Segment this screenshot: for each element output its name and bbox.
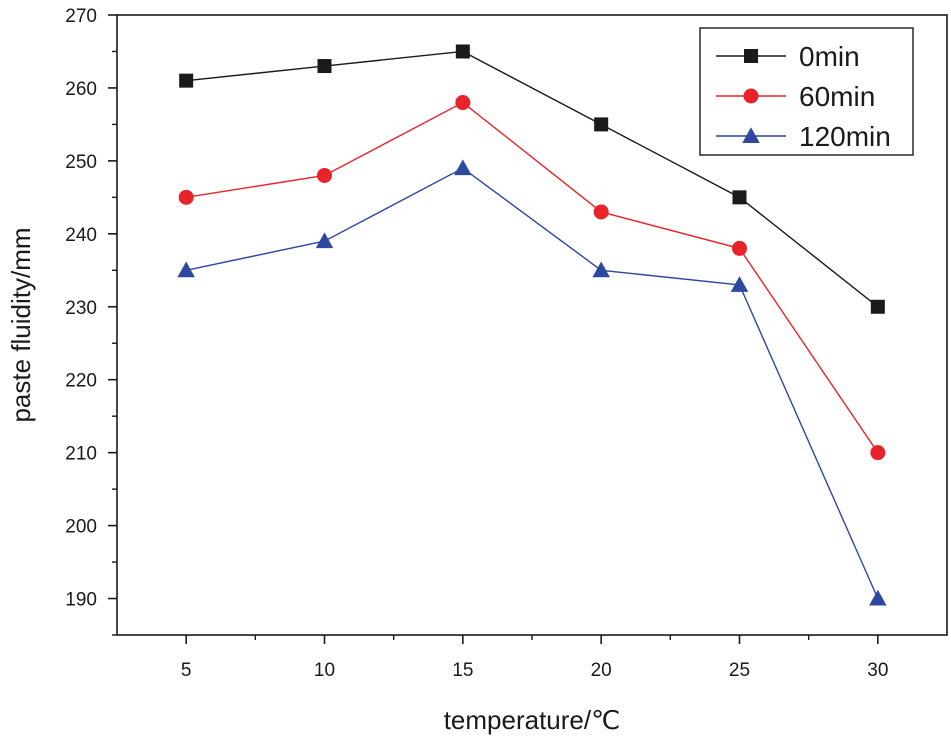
x-tick-label: 10 bbox=[314, 660, 335, 681]
legend-marker bbox=[744, 49, 758, 63]
data-point bbox=[455, 44, 470, 59]
series-line bbox=[186, 167, 879, 599]
legend-marker bbox=[742, 127, 760, 143]
data-point bbox=[594, 117, 609, 132]
x-tick-label: 20 bbox=[591, 660, 612, 681]
series-line bbox=[186, 101, 879, 454]
data-point bbox=[869, 589, 887, 606]
data-point bbox=[870, 445, 886, 461]
data-point bbox=[317, 167, 332, 183]
x-tick-label: 25 bbox=[729, 660, 750, 681]
legend: 0min 60min 120min bbox=[699, 27, 914, 156]
y-tick-label: 210 bbox=[65, 444, 97, 465]
legend-box bbox=[699, 27, 914, 156]
legend-label: 60min bbox=[799, 81, 875, 112]
legend-marker bbox=[743, 88, 759, 104]
x-tick-label: 5 bbox=[181, 660, 192, 681]
data-point bbox=[455, 95, 471, 111]
data-point bbox=[732, 240, 747, 256]
y-tick-label: 250 bbox=[65, 152, 97, 173]
y-tick-label: 220 bbox=[65, 371, 97, 392]
y-axis-title: paste fluidity/mm bbox=[6, 227, 36, 422]
series-0min bbox=[179, 44, 885, 314]
data-point bbox=[592, 261, 610, 278]
y-tick-label: 200 bbox=[65, 517, 97, 538]
x-tick-label: 15 bbox=[452, 660, 473, 681]
y-tick-label: 190 bbox=[65, 590, 97, 611]
data-point bbox=[454, 159, 472, 176]
series-layer bbox=[177, 44, 887, 606]
data-point bbox=[179, 73, 194, 88]
x-tick-label: 30 bbox=[867, 660, 888, 681]
data-point bbox=[730, 276, 749, 292]
y-axis-ticks: 190 200 210 220 230 240 250 260 270 bbox=[65, 6, 117, 636]
legend-label: 120min bbox=[799, 121, 891, 152]
data-point bbox=[732, 190, 747, 205]
series-line bbox=[186, 50, 879, 308]
series-60min bbox=[178, 95, 886, 461]
plot-frame bbox=[116, 14, 948, 636]
x-axis-title: temperature/℃ bbox=[444, 705, 621, 735]
data-point bbox=[593, 204, 609, 220]
y-tick-label: 270 bbox=[65, 6, 97, 27]
x-axis-ticks: 5 10 15 20 25 30 bbox=[181, 635, 888, 681]
data-point bbox=[870, 299, 885, 314]
y-tick-label: 230 bbox=[65, 298, 97, 319]
y-tick-label: 260 bbox=[65, 79, 97, 100]
series-120min bbox=[177, 159, 887, 606]
data-point bbox=[317, 59, 332, 74]
data-point bbox=[178, 189, 194, 205]
legend-label: 0min bbox=[799, 41, 860, 72]
data-point bbox=[315, 232, 334, 249]
y-tick-label: 240 bbox=[65, 225, 97, 246]
data-point bbox=[177, 261, 195, 278]
